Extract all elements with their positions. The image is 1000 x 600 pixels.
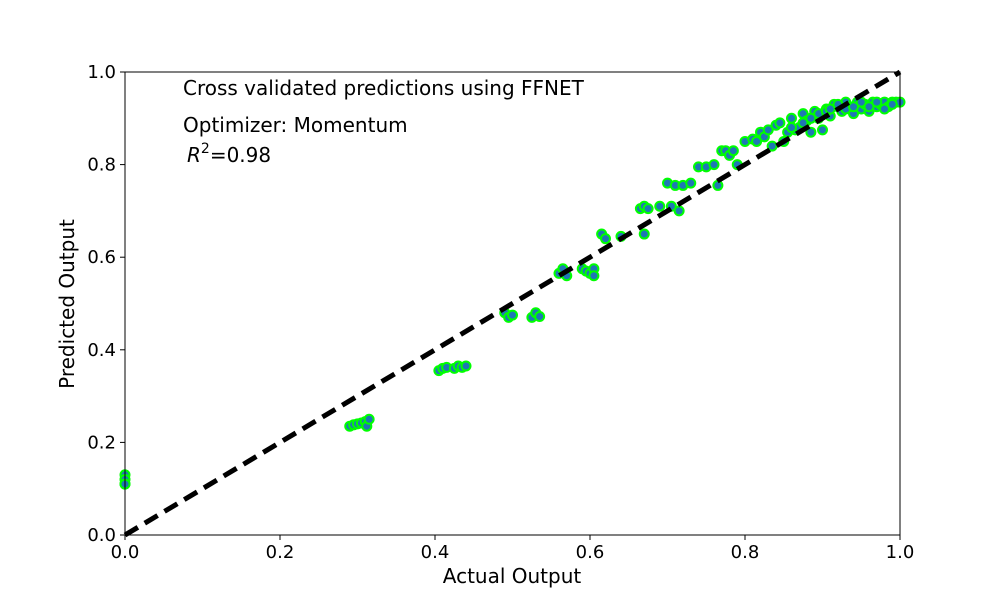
- y-tick-label: 0.2: [87, 432, 116, 453]
- axis-ticks: 0.0 0.2 0.4 0.6 0.8 1.0 0.0 0.2 0.4 0.6 0.8 1.0: [87, 62, 914, 563]
- y-tick-label: 0.8: [87, 155, 116, 176]
- data-point: [786, 112, 797, 124]
- data-point: [642, 203, 654, 215]
- r2-superscript: 2: [201, 141, 210, 157]
- data-point: [863, 101, 875, 113]
- x-tick-label: 0.0: [111, 542, 140, 563]
- data-point: [460, 360, 472, 372]
- data-point: [534, 310, 546, 322]
- data-points: [119, 96, 906, 490]
- data-point: [363, 413, 375, 425]
- reference-line: [123, 69, 902, 538]
- data-point: [766, 140, 778, 152]
- data-point: [727, 145, 739, 157]
- r2-symbol: R: [187, 143, 201, 167]
- data-point: [654, 200, 666, 212]
- x-tick-label: 0.8: [731, 542, 760, 563]
- annotation-title: Cross validated predictions using FFNET: [183, 76, 585, 100]
- y-tick-label: 0.6: [87, 247, 116, 268]
- data-point: [817, 124, 828, 136]
- data-point: [762, 124, 774, 136]
- data-point: [507, 309, 518, 321]
- annotation-optimizer: Optimizer: Momentum: [183, 113, 408, 137]
- data-point: [879, 103, 890, 115]
- data-point: [886, 98, 898, 110]
- y-axis-label: Predicted Output: [55, 219, 79, 389]
- data-point: [824, 103, 836, 115]
- x-tick-label: 0.2: [266, 542, 295, 563]
- data-point: [685, 177, 697, 189]
- data-point: [708, 159, 720, 171]
- data-point: [600, 233, 611, 245]
- data-point: [805, 126, 817, 138]
- data-point: [805, 112, 817, 124]
- x-tick-label: 0.6: [576, 542, 605, 563]
- annotation-r2: R2=0.98: [187, 141, 271, 167]
- x-axis-label: Actual Output: [443, 564, 582, 588]
- data-point: [638, 228, 650, 240]
- r2-value: =0.98: [210, 143, 271, 167]
- data-point: [786, 122, 797, 134]
- data-point: [673, 205, 685, 217]
- data-point: [871, 96, 883, 108]
- data-point: [712, 179, 724, 191]
- data-point: [774, 117, 786, 129]
- y-tick-label: 0.4: [87, 340, 116, 361]
- y-tick-label: 0.0: [87, 525, 116, 546]
- data-point: [751, 135, 763, 147]
- data-point: [588, 270, 600, 282]
- data-point: [848, 101, 859, 113]
- x-tick-label: 0.4: [421, 542, 450, 563]
- plot-area: [124, 71, 901, 536]
- x-tick-label: 1.0: [886, 542, 915, 563]
- y-tick-label: 1.0: [87, 62, 116, 83]
